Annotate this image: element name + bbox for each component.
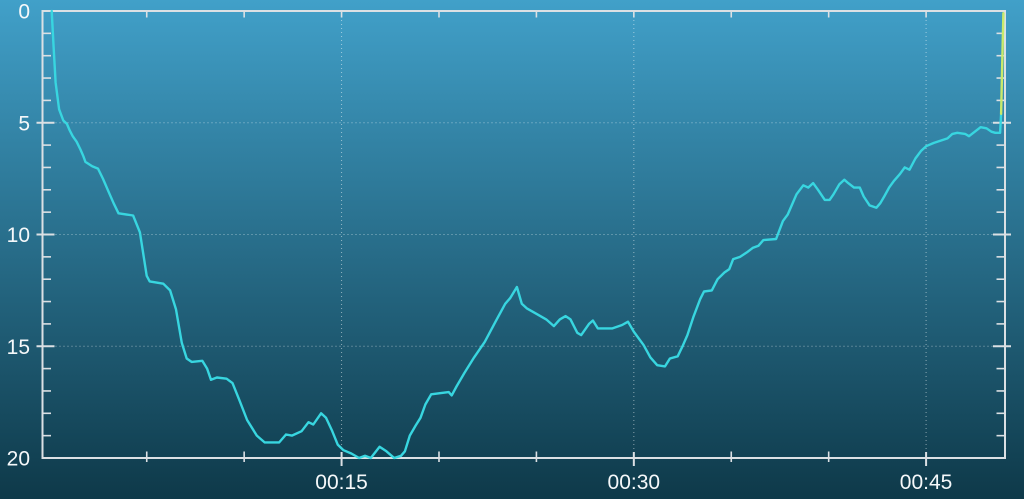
y-tick-label: 5 [18,112,30,135]
x-tick-label: 00:45 [900,471,953,494]
y-tick-label: 20 [7,448,30,471]
x-tick-label: 00:15 [315,471,368,494]
y-tick-label: 0 [18,1,30,24]
y-tick-label: 15 [7,336,30,359]
fast-ascent-line [999,11,1005,116]
depth-profile-line [50,9,1003,460]
x-tick-label: 00:30 [608,471,661,494]
y-tick-label: 10 [7,224,30,247]
